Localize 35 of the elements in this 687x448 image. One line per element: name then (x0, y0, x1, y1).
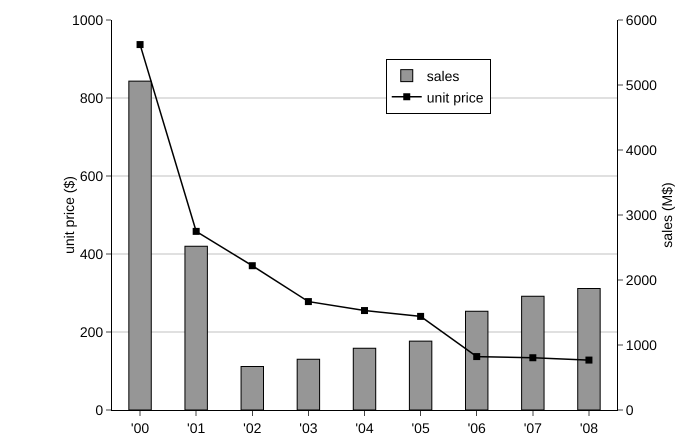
point (417, 312, 424, 320)
y2-tick-label: 1000 (626, 336, 658, 353)
legend-label: unit price (426, 89, 484, 106)
x-tick-label: '04 (355, 420, 374, 436)
x-tick-label: '08 (580, 420, 598, 436)
y2-tick-label: 3000 (626, 206, 658, 223)
point (136, 41, 144, 48)
point (473, 353, 480, 360)
point (529, 354, 536, 362)
y2-tick-label: 2000 (626, 272, 658, 288)
point (304, 298, 312, 306)
point (585, 356, 592, 364)
y2-tick-label: 6000 (626, 12, 658, 28)
y2-tick-label: 5000 (626, 76, 658, 93)
y-tick-label: 1000 (72, 12, 104, 28)
y-tick-label: 600 (80, 168, 104, 184)
y-tick-label: 0 (95, 402, 104, 418)
legend-label: sales (426, 68, 460, 84)
y2-tick-label: 4000 (626, 142, 658, 158)
y-axis-title: unit price ($) (61, 176, 77, 254)
x-tick-label: '06 (468, 420, 486, 436)
x-tick-label: '00 (130, 420, 150, 436)
y2-axis-title: sales (M$) (659, 182, 676, 248)
point (248, 262, 256, 270)
point (361, 307, 368, 314)
point (192, 228, 200, 235)
y2-tick-label: 0 (626, 402, 634, 418)
x-tick-label: '02 (243, 420, 262, 436)
y-tick-label: 400 (80, 246, 104, 262)
y-tick-label: 800 (80, 90, 104, 106)
x-tick-label: '07 (524, 420, 542, 436)
x-tick-label: '05 (411, 420, 430, 436)
y-tick-label: 200 (80, 324, 104, 340)
x-tick-label: '01 (187, 420, 206, 436)
x-tick-label: '03 (299, 420, 318, 436)
